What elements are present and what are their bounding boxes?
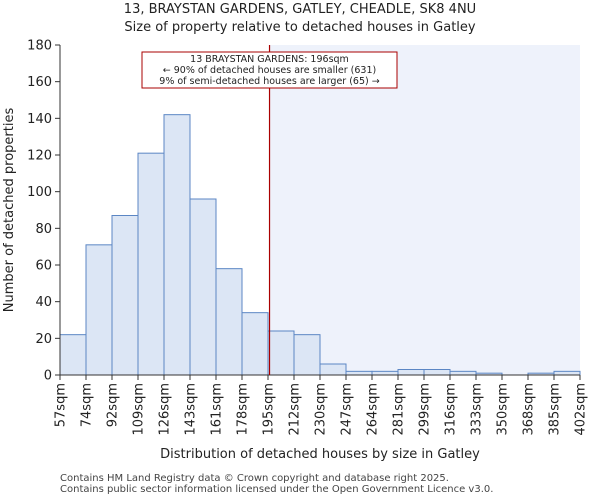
y-tick-label: 20 bbox=[35, 332, 52, 347]
y-tick-label: 40 bbox=[35, 295, 52, 310]
bar-385sqm bbox=[553, 370, 581, 376]
y-tick-label: 60 bbox=[35, 259, 52, 274]
annotation-line-3: 9% of semi-detached houses are larger (6… bbox=[159, 76, 379, 87]
x-tick-label: 143sqm bbox=[184, 383, 199, 436]
bar-212sqm bbox=[293, 334, 321, 376]
y-tick-label: 120 bbox=[27, 149, 52, 164]
x-tick-label: 74sqm bbox=[80, 383, 95, 427]
bar-92sqm bbox=[111, 215, 139, 376]
y-tick-label: 100 bbox=[27, 185, 52, 200]
y-tick-label: 180 bbox=[27, 39, 52, 54]
x-tick-label: 264sqm bbox=[366, 383, 381, 436]
bar-109sqm bbox=[137, 152, 165, 376]
x-tick-label: 402sqm bbox=[574, 383, 589, 436]
bar-195sqm bbox=[267, 330, 295, 376]
x-tick-label: 333sqm bbox=[470, 383, 485, 436]
x-tick-label: 161sqm bbox=[210, 383, 225, 436]
y-tick-label: 160 bbox=[27, 75, 52, 90]
annotation-frame bbox=[141, 51, 398, 89]
x-tick-label: 350sqm bbox=[496, 383, 511, 436]
footer-copyright: Contains HM Land Registry data © Crown c… bbox=[60, 473, 449, 484]
y-tick-label: 140 bbox=[27, 112, 52, 127]
x-tick-label: 230sqm bbox=[314, 383, 329, 436]
bar-281sqm bbox=[397, 369, 425, 376]
x-tick-label: 385sqm bbox=[548, 383, 563, 436]
x-tick-label: 316sqm bbox=[444, 383, 459, 436]
bar-230sqm bbox=[319, 363, 347, 376]
annotation-line-1: 13 BRAYSTAN GARDENS: 196sqm bbox=[190, 54, 349, 65]
x-tick-label: 212sqm bbox=[288, 383, 303, 436]
bar-161sqm bbox=[215, 268, 243, 376]
x-tick-label: 247sqm bbox=[340, 383, 355, 436]
x-tick-label: 126sqm bbox=[158, 383, 173, 436]
bar-57sqm bbox=[59, 334, 87, 376]
x-tick-label: 299sqm bbox=[418, 383, 433, 436]
highlight-region bbox=[269, 45, 580, 375]
x-tick-label: 368sqm bbox=[522, 383, 537, 436]
y-tick-label: 80 bbox=[35, 222, 52, 237]
bar-74sqm bbox=[85, 244, 113, 376]
bar-299sqm bbox=[423, 369, 451, 376]
x-tick-label: 195sqm bbox=[262, 383, 277, 436]
chart-subtitle: Size of property relative to detached ho… bbox=[124, 20, 476, 35]
x-axis-label: Distribution of detached houses by size … bbox=[160, 447, 480, 462]
bar-264sqm bbox=[371, 370, 399, 376]
x-tick-label: 92sqm bbox=[106, 383, 121, 427]
y-axis-label: Number of detached properties bbox=[2, 108, 17, 313]
bar-143sqm bbox=[189, 198, 217, 376]
x-tick-label: 281sqm bbox=[392, 383, 407, 436]
footer-licence: Contains public sector information licen… bbox=[60, 484, 494, 495]
bar-247sqm bbox=[345, 370, 373, 376]
x-tick-label: 57sqm bbox=[54, 383, 69, 427]
annotation-line-2: ← 90% of detached houses are smaller (63… bbox=[163, 65, 376, 76]
chart-title: 13, BRAYSTAN GARDENS, GATLEY, CHEADLE, S… bbox=[123, 2, 477, 17]
x-tick-label: 109sqm bbox=[132, 383, 147, 436]
bar-178sqm bbox=[241, 312, 269, 376]
y-tick-label: 0 bbox=[44, 369, 52, 384]
annotation-box: 13 BRAYSTAN GARDENS: 196sqm ← 90% of det… bbox=[141, 51, 398, 89]
x-tick-label: 178sqm bbox=[236, 383, 251, 436]
bar-316sqm bbox=[449, 370, 477, 376]
bar-126sqm bbox=[163, 114, 191, 376]
